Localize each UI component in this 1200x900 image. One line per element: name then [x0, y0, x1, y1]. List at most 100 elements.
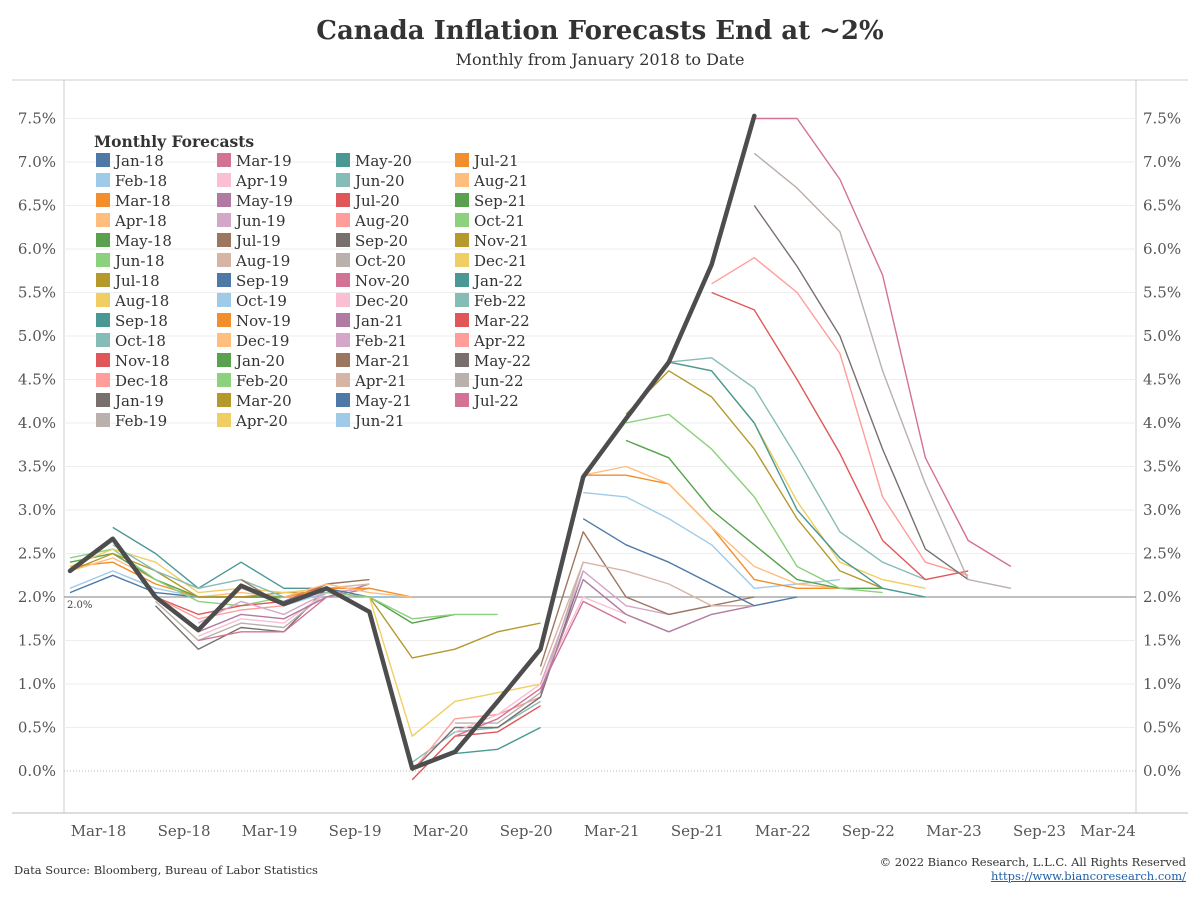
- legend-label: Jul-18: [113, 272, 160, 290]
- legend-swatch: [217, 313, 231, 327]
- legend-swatch: [96, 273, 110, 287]
- legend-label: Jul-20: [353, 192, 400, 210]
- legend-swatch: [96, 413, 110, 427]
- series-line-may-21: [582, 518, 798, 607]
- x-tick-label: Mar-18: [71, 822, 127, 840]
- legend-swatch: [336, 273, 350, 287]
- legend-label: Oct-18: [115, 332, 166, 350]
- legend-swatch: [455, 153, 469, 167]
- x-tick-label: Sep-18: [158, 822, 211, 840]
- legend-swatch: [217, 393, 231, 407]
- y-tick-label-right: 3.5%: [1143, 458, 1181, 476]
- legend-swatch: [336, 313, 350, 327]
- y-tick-label-left: 5.5%: [18, 284, 56, 302]
- series-line-jul-22: [754, 117, 1012, 568]
- x-tick-label: Mar-21: [584, 822, 640, 840]
- legend-swatch: [96, 373, 110, 387]
- legend-label: Dec-21: [474, 252, 527, 270]
- legend-label: Jun-20: [353, 172, 405, 190]
- website-link[interactable]: https://www.biancoresearch.com/: [990, 869, 1186, 883]
- legend-label: Aug-21: [473, 172, 528, 190]
- legend-label: Sep-21: [474, 192, 527, 210]
- legend-label: May-22: [474, 352, 531, 370]
- legend-swatch: [336, 413, 350, 427]
- legend-label: Apr-19: [235, 172, 288, 190]
- y-tick-label-left: 1.5%: [18, 632, 56, 650]
- reference-line-label: 2.0%: [67, 600, 92, 611]
- legend-label: Jul-21: [472, 152, 519, 170]
- chart-subtitle: Monthly from January 2018 to Date: [455, 50, 745, 69]
- legend-label: Jan-19: [113, 392, 164, 410]
- legend-swatch: [336, 233, 350, 247]
- legend-label: Jan-21: [353, 312, 404, 330]
- legend-label: Mar-21: [355, 352, 411, 370]
- y-tick-label-right: 1.5%: [1143, 632, 1181, 650]
- legend-swatch: [336, 193, 350, 207]
- legend-label: Apr-22: [473, 332, 526, 350]
- legend-swatch: [96, 173, 110, 187]
- legend-swatch: [455, 193, 469, 207]
- legend-swatch: [455, 353, 469, 367]
- y-tick-label-right: 6.0%: [1143, 240, 1181, 258]
- legend-label: Aug-18: [114, 292, 169, 310]
- y-tick-label-left: 0.0%: [18, 762, 56, 780]
- y-tick-label-left: 1.0%: [18, 675, 56, 693]
- legend-swatch: [336, 153, 350, 167]
- data-source: Data Source: Bloomberg, Bureau of Labor …: [14, 863, 318, 877]
- series-line-nov-18: [155, 583, 327, 616]
- legend-label: Jul-22: [472, 392, 519, 410]
- x-tick-label: Mar-19: [242, 822, 298, 840]
- legend-label: Apr-21: [354, 372, 407, 390]
- y-tick-label-right: 5.5%: [1143, 284, 1181, 302]
- legend-swatch: [96, 293, 110, 307]
- legend-swatch: [455, 173, 469, 187]
- legend-label: Mar-19: [236, 152, 292, 170]
- legend-label: Aug-20: [354, 212, 409, 230]
- legend-swatch: [217, 413, 231, 427]
- series-line-feb-19: [155, 592, 328, 642]
- y-tick-label-right: 5.0%: [1143, 327, 1181, 345]
- legend-label: Feb-18: [115, 172, 167, 190]
- x-tick-label: Mar-23: [926, 822, 982, 840]
- x-tick-label: Sep-21: [671, 822, 724, 840]
- series-line-jan-21: [539, 578, 755, 693]
- y-tick-label-right: 4.0%: [1143, 414, 1181, 432]
- series-line-oct-21: [625, 413, 883, 594]
- y-tick-label-left: 0.5%: [18, 719, 56, 737]
- series-line-jan-22: [668, 361, 926, 598]
- series-line-oct-18: [112, 544, 327, 598]
- series-line-jan-18: [69, 574, 327, 598]
- legend-swatch: [336, 213, 350, 227]
- legend-label: May-20: [355, 152, 412, 170]
- x-tick-label: Mar-20: [413, 822, 469, 840]
- legend-label: Sep-19: [236, 272, 289, 290]
- legend-label: Nov-19: [236, 312, 291, 330]
- legend-label: Feb-21: [355, 332, 407, 350]
- legend-label: Dec-19: [236, 332, 289, 350]
- series-line-mar-21: [539, 531, 755, 667]
- series-line-feb-20: [326, 591, 498, 620]
- series-line-dec-19: [283, 583, 413, 598]
- legend-swatch: [455, 293, 469, 307]
- y-tick-label-left: 3.0%: [18, 501, 56, 519]
- series-line-apr-20: [368, 596, 541, 737]
- y-tick-label-left: 2.5%: [18, 545, 56, 563]
- legend-label: Dec-20: [355, 292, 408, 310]
- legend-label: May-19: [236, 192, 293, 210]
- legend-label: May-21: [355, 392, 412, 410]
- legend-label: Jul-19: [234, 232, 281, 250]
- x-tick-label: Sep-23: [1013, 822, 1066, 840]
- y-tick-label-right: 2.5%: [1143, 545, 1181, 563]
- legend-swatch: [455, 333, 469, 347]
- legend-swatch: [96, 313, 110, 327]
- legend-swatch: [96, 153, 110, 167]
- legend-label: Mar-18: [115, 192, 171, 210]
- y-tick-label-right: 1.0%: [1143, 675, 1181, 693]
- legend-swatch: [96, 333, 110, 347]
- legend-swatch: [217, 153, 231, 167]
- legend-label: Sep-20: [355, 232, 408, 250]
- series-line-nov-21: [625, 370, 883, 589]
- legend-swatch: [455, 373, 469, 387]
- legend-label: Dec-18: [115, 372, 168, 390]
- legend-label: Aug-19: [235, 252, 290, 270]
